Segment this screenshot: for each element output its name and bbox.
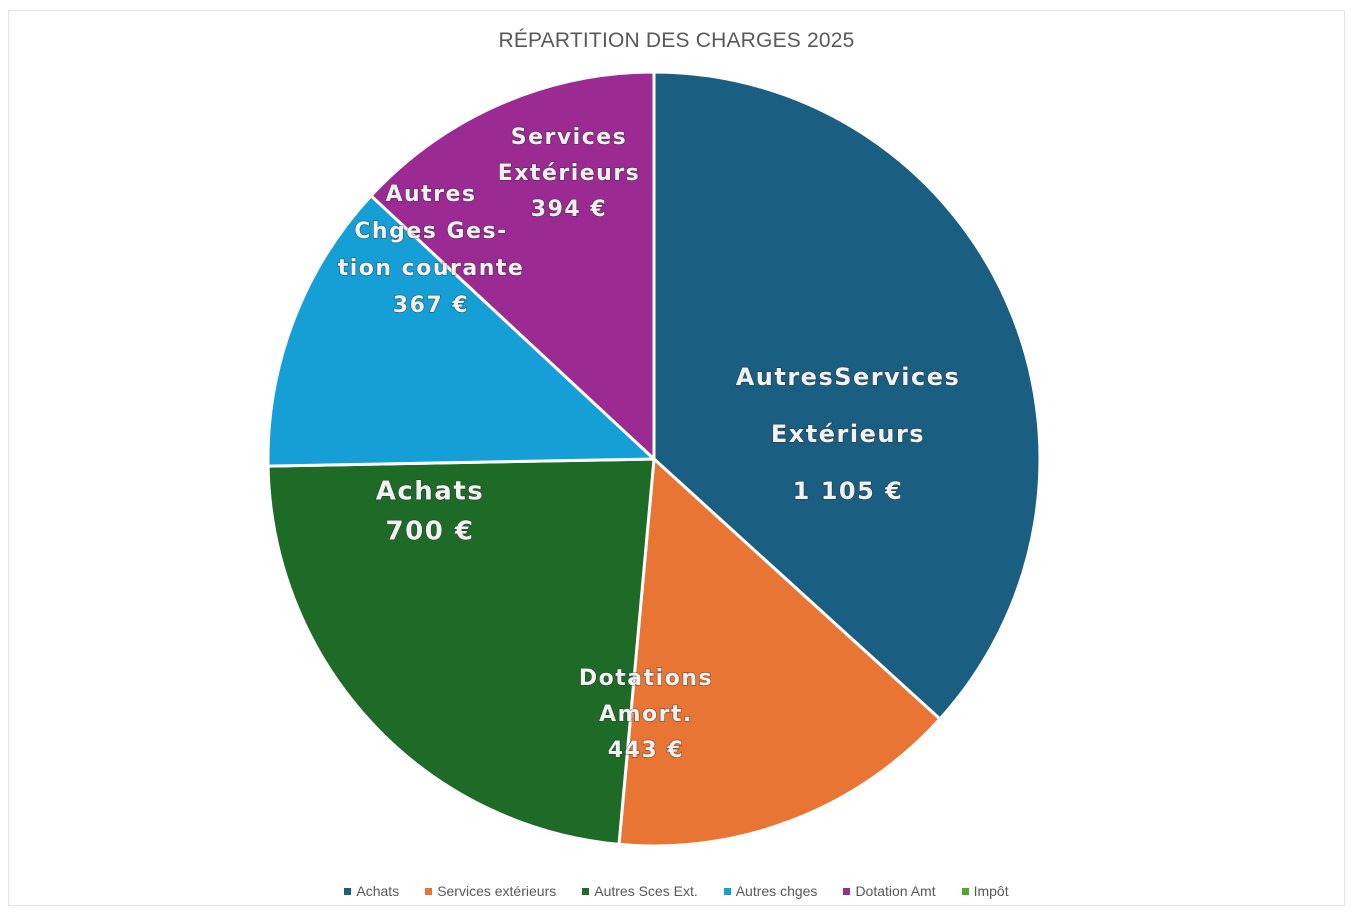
legend-swatch [962, 888, 969, 895]
legend-swatch [843, 888, 850, 895]
slice-label-line: 367 € [393, 293, 469, 318]
slice-label-line: AutresServices [736, 363, 961, 391]
slice-label-line: Autres [385, 182, 476, 207]
slice-label-line: 1 105 € [793, 477, 904, 505]
slice-label-line: 443 € [608, 738, 684, 763]
legend-item: Impôt [962, 883, 1009, 899]
legend-label: Impôt [974, 883, 1009, 899]
legend-swatch [344, 888, 351, 895]
legend-label: Autres chges [736, 883, 818, 899]
slice-label-line: Amort. [599, 702, 693, 727]
slice-label-line: Chges Ges- [354, 219, 507, 244]
slice-label-line: Dotations [579, 666, 713, 691]
legend-item: Autres chges [724, 883, 818, 899]
slice-label-line: tion courante [338, 256, 525, 281]
legend-swatch [582, 888, 589, 895]
slice-label-line: Achats [376, 477, 485, 507]
chart-legend: Achats Services extérieurs Autres Sces Ext… [0, 883, 1353, 899]
legend-item: Autres Sces Ext. [582, 883, 697, 899]
slice-label-line: 394 € [531, 197, 607, 222]
legend-swatch [724, 888, 731, 895]
slice-label-line: Extérieurs [498, 161, 641, 186]
legend-swatch [425, 888, 432, 895]
slice-label-line: 700 € [386, 517, 475, 547]
legend-item: Services extérieurs [425, 883, 556, 899]
legend-label: Autres Sces Ext. [594, 883, 697, 899]
legend-label: Services extérieurs [437, 883, 556, 899]
legend-label: Achats [356, 883, 399, 899]
slice-label-line: Services [511, 125, 628, 150]
slice-label-line: Extérieurs [771, 420, 925, 448]
legend-item: Dotation Amt [843, 883, 935, 899]
legend-item: Achats [344, 883, 399, 899]
legend-label: Dotation Amt [855, 883, 935, 899]
